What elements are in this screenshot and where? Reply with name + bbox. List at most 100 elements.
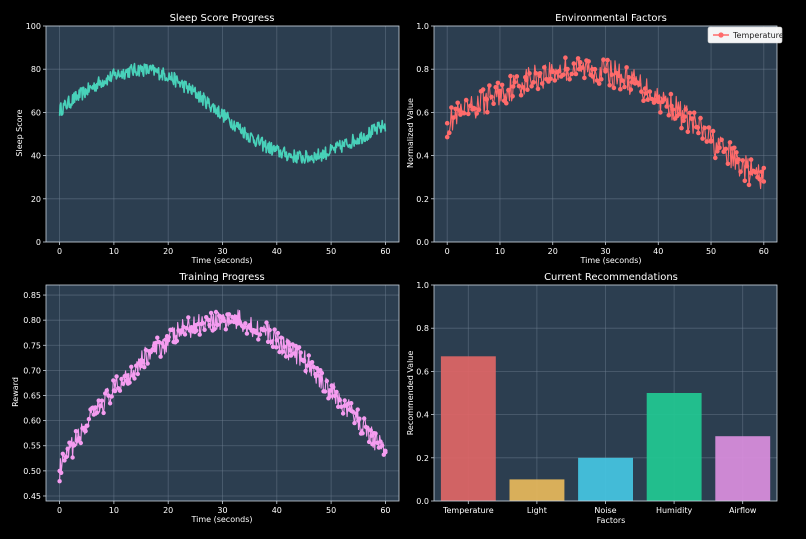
train-data-point <box>220 318 225 323</box>
sleep-chart-title: Sleep Score Progress <box>170 13 275 24</box>
env-data-point <box>721 149 727 154</box>
train-point <box>275 330 281 336</box>
train-point <box>99 398 105 403</box>
train-data-point <box>57 468 62 474</box>
env-data-point <box>497 90 503 96</box>
train-point <box>353 411 359 416</box>
train-data-point <box>261 328 266 333</box>
env-point <box>491 101 496 106</box>
env-point <box>499 82 505 88</box>
train-point <box>101 410 106 416</box>
sleep-x-tick-label: 0 <box>57 247 62 256</box>
sleep-x-tick-label: 40 <box>272 247 282 256</box>
train-point <box>114 374 119 379</box>
env-point <box>548 76 553 82</box>
env-point <box>609 72 615 77</box>
env-point <box>525 87 530 92</box>
env-point <box>542 65 547 70</box>
train-y-tick-label: 0.70 <box>23 366 41 375</box>
train-point <box>194 328 199 333</box>
env-point <box>666 112 672 118</box>
env-point <box>480 87 486 92</box>
env-point <box>516 83 522 89</box>
environmental-factors-panel: 0.0 0.2 0.4 0.6 0.8 1.0 0 10 20 30 40 50 60 Environm… <box>406 13 784 265</box>
train-point <box>267 327 272 333</box>
env-point <box>679 125 684 131</box>
train-point <box>233 314 238 319</box>
recommendations-panel: 0.0 0.2 0.4 0.6 0.8 1.0 Current Recommendatio… <box>406 272 778 525</box>
train-point <box>241 325 246 330</box>
env-point <box>662 96 667 102</box>
train-point <box>256 337 261 342</box>
train-y-tick-label: 0.65 <box>23 392 41 401</box>
env-point <box>715 149 720 154</box>
train-point <box>370 442 375 447</box>
env-point <box>582 75 587 81</box>
rec-category-label: Airflow <box>729 506 757 515</box>
env-data-point <box>669 103 674 109</box>
env-point <box>527 71 532 76</box>
env-point <box>738 169 743 174</box>
env-point <box>571 61 577 66</box>
env-point <box>605 57 610 63</box>
env-point <box>691 110 697 115</box>
env-point <box>514 74 520 79</box>
env-point <box>586 59 591 64</box>
train-point <box>62 458 67 463</box>
sleep-x-tick-label: 20 <box>163 247 173 256</box>
rec-category-label: Humidity <box>656 506 693 515</box>
env-point <box>668 91 674 97</box>
env-data-point <box>603 69 608 74</box>
env-point <box>740 158 745 163</box>
train-point <box>186 315 191 320</box>
env-legend-box <box>707 26 783 44</box>
env-point <box>506 87 511 93</box>
env-point <box>757 177 762 182</box>
train-data-point <box>342 403 347 408</box>
train-point <box>200 320 206 326</box>
train-point <box>332 393 338 399</box>
train-point <box>347 407 352 412</box>
train-point <box>57 479 62 484</box>
train-point <box>362 416 367 421</box>
train-data-point <box>274 338 279 343</box>
env-data-point <box>576 66 582 72</box>
train-data-point <box>166 338 171 343</box>
rec-x-axis-label: Factors <box>597 516 626 525</box>
sleep-x-tick-label: 10 <box>109 247 119 256</box>
train-point <box>213 309 219 315</box>
env-point <box>455 100 461 106</box>
env-frame <box>433 25 778 243</box>
env-point <box>748 157 754 162</box>
train-data-point <box>356 418 361 423</box>
env-point <box>485 109 490 115</box>
env-point <box>753 170 758 175</box>
env-point <box>447 130 452 136</box>
env-data-point <box>550 69 555 74</box>
train-point <box>287 342 292 347</box>
train-point <box>132 376 137 381</box>
train-point <box>207 322 212 328</box>
train-point <box>270 344 276 349</box>
env-legend: Temperature <box>707 26 784 44</box>
env-y-tick-label: 1.0 <box>416 22 429 31</box>
train-point <box>331 384 336 390</box>
train-y-tick-label: 0.80 <box>23 316 41 325</box>
train-data-point <box>383 448 388 453</box>
sleep-y-axis-label: Sleep Score <box>15 109 24 156</box>
train-point <box>109 394 114 399</box>
train-point <box>70 455 75 460</box>
env-point <box>742 178 748 184</box>
env-y-tick-label: 0.4 <box>416 152 429 161</box>
train-point <box>96 398 101 403</box>
train-point <box>228 319 233 324</box>
train-point <box>226 312 232 317</box>
rec-bar-airflow <box>715 436 771 501</box>
sleep-x-tick-label: 60 <box>380 247 390 256</box>
train-point <box>355 407 360 412</box>
env-point <box>567 77 572 82</box>
env-point <box>761 165 767 171</box>
train-data-point <box>315 373 320 378</box>
env-point <box>504 100 509 106</box>
sleep-y-tick-label: 40 <box>31 152 41 161</box>
